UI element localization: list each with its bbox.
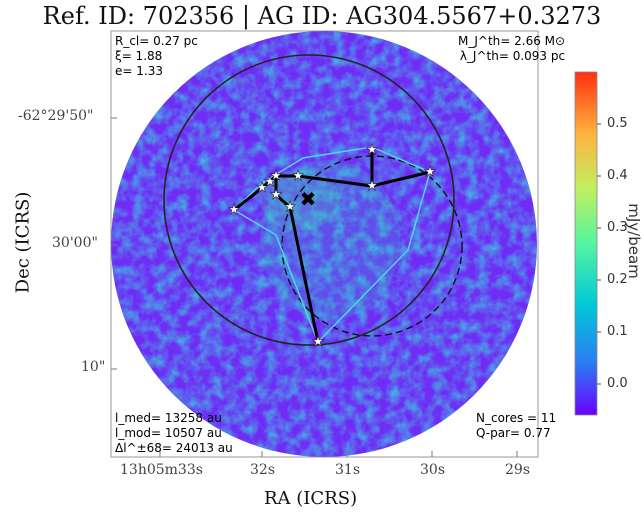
- annotation-dl: Δl^±68= 24013 au: [115, 441, 233, 455]
- colorbar-ticks: [597, 123, 601, 385]
- ytick-label: 10": [81, 359, 106, 375]
- annotation-ncores: N_cores = 11: [476, 411, 557, 425]
- y-axis-label: Dec (ICRS): [12, 191, 34, 294]
- annotation-jeans-mass: M_J^th= 2.66 M⊙: [458, 34, 566, 48]
- annotation-jeans-length: λ_J^th= 0.093 pc: [459, 49, 566, 63]
- core-star: ★: [228, 202, 241, 218]
- core-markers: ★ ★ ★ ★ ★ ★ ★ ★ ★ ★ ★: [227, 142, 437, 351]
- annotation-e: e= 1.33: [115, 64, 163, 78]
- colorbar-tick-label: 0.5: [607, 116, 628, 131]
- xtick-label: 31s: [335, 462, 360, 478]
- core-star: ★: [284, 199, 297, 215]
- colorbar-tick-label: 0.2: [607, 272, 628, 287]
- ytick-label: 30'00": [52, 235, 98, 251]
- annotation-lmed: l_med= 13258 au: [115, 411, 222, 425]
- xtick-label: 29s: [505, 462, 530, 478]
- annotation-qpar: Q-par= 0.77: [476, 426, 551, 440]
- core-star: ★: [312, 334, 325, 350]
- core-star: ★: [264, 174, 277, 190]
- core-star: ★: [270, 168, 283, 184]
- annotation-top-left: R_cl= 0.27 pc ξ= 1.88 e= 1.33: [115, 34, 198, 79]
- x-axis-label: RA (ICRS): [264, 488, 358, 509]
- colorbar: [574, 71, 598, 416]
- colorbar-tick-label: 0.4: [607, 168, 628, 183]
- core-star: ★: [270, 187, 283, 203]
- aperture-circle: [163, 54, 455, 346]
- core-star: ★: [424, 164, 437, 180]
- xtick-label: 32s: [250, 462, 275, 478]
- ytick-label: -62°29'50": [18, 108, 94, 124]
- center-marker: ✖: [300, 187, 317, 211]
- core-star: ★: [366, 178, 379, 194]
- core-star: ★: [256, 180, 269, 196]
- colorbar-tick-label: 0.0: [607, 376, 628, 391]
- annotation-xi: ξ= 1.88: [115, 49, 163, 63]
- xtick-label: 30s: [420, 462, 445, 478]
- xtick-label: 13h05m33s: [120, 462, 203, 478]
- mst-tree: [233, 150, 431, 343]
- colorbar-tick-label: 0.3: [607, 220, 628, 235]
- figure-title: Ref. ID: 702356 | AG ID: AG304.5567+0.32…: [42, 2, 602, 30]
- annotation-rcl: R_cl= 0.27 pc: [115, 34, 198, 48]
- annotation-bottom-right: N_cores = 11 Q-par= 0.77: [476, 411, 556, 441]
- annotation-bottom-left: l_med= 13258 au l_mod= 10507 au Δl^±68= …: [115, 411, 233, 456]
- axis-ticks: [111, 117, 518, 457]
- colorbar-tick-label: 0.1: [607, 324, 628, 339]
- annotation-top-right: M_J^th= 2.66 M⊙ λ_J^th= 0.093 pc: [458, 34, 565, 64]
- colorbar-label: mJy/beam: [624, 203, 643, 279]
- core-star: ★: [366, 142, 379, 158]
- core-star: ★: [292, 168, 305, 184]
- annotation-lmod: l_mod= 10507 au: [115, 426, 222, 440]
